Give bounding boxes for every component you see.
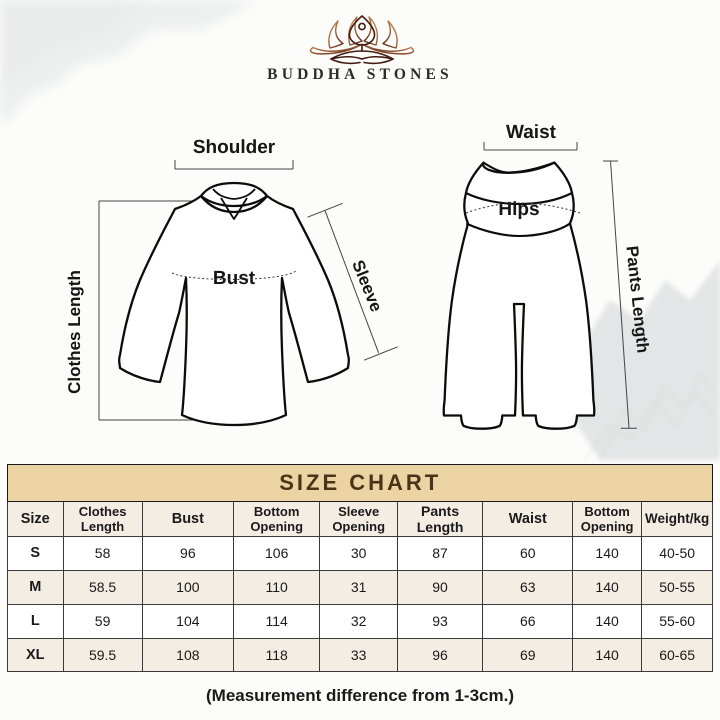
svg-text:Pants Length: Pants Length — [622, 245, 652, 354]
svg-text:Hips: Hips — [498, 199, 539, 220]
svg-text:Waist: Waist — [506, 122, 557, 143]
